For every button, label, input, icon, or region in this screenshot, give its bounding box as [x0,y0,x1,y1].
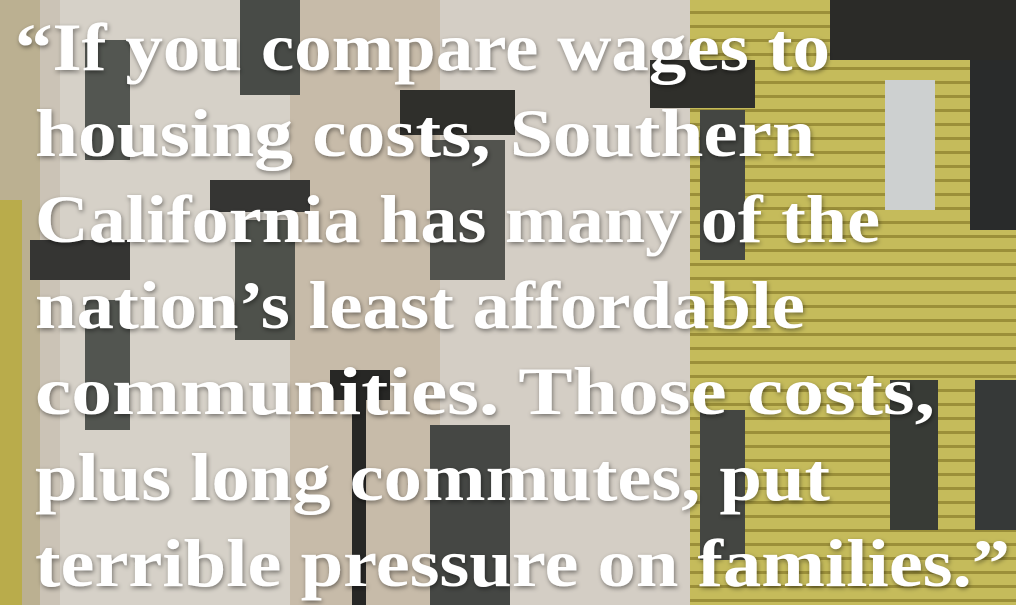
quote-line: housing costs, Southern [35,95,815,171]
quote-line: terrible pressure on families.” [35,525,1010,601]
quote-line: nation’s least affordable [35,267,805,343]
quote: “If you compare wages to housing costs, … [15,9,1010,601]
quote-line: “If you compare wages to [15,9,830,85]
quote-line: plus long commutes, put [35,439,830,515]
quote-line: California has many of the [35,181,880,257]
quote-line: communities. Those costs, [35,353,935,429]
